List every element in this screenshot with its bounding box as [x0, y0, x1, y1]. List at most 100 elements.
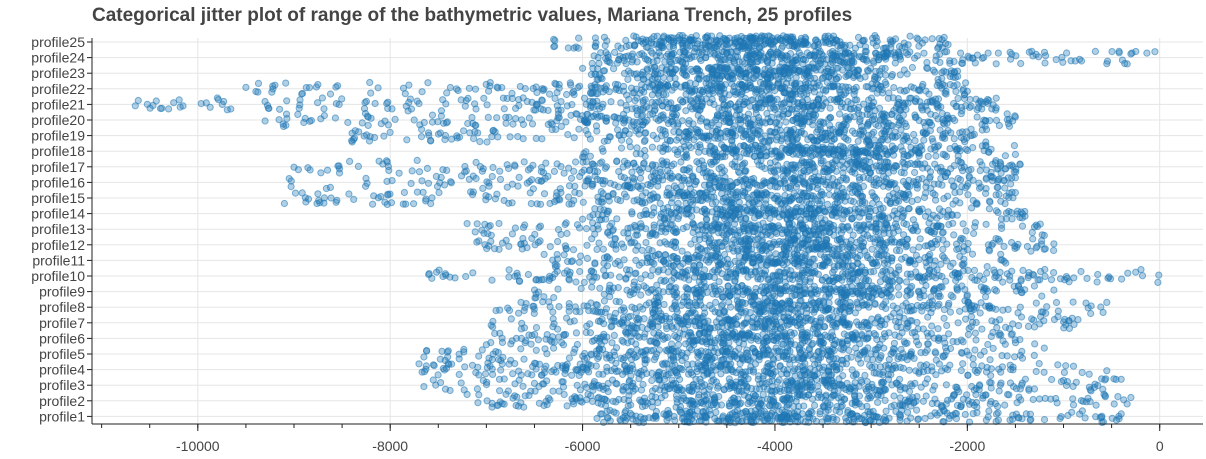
data-point-profile13 [495, 219, 503, 228]
data-point-profile14 [579, 215, 587, 223]
data-point-profile5 [581, 349, 589, 358]
data-point-profile10 [747, 271, 755, 279]
data-point-profile2 [826, 401, 834, 409]
data-point-profile14 [936, 212, 944, 220]
data-point-profile6 [959, 338, 967, 346]
data-point-profile13 [1038, 231, 1046, 239]
data-point-profile8 [668, 305, 676, 313]
data-point-profile11 [968, 250, 977, 258]
data-point-profile11 [591, 259, 599, 267]
data-point-profile10 [1056, 275, 1065, 283]
data-point-profile12 [632, 246, 640, 254]
data-point-profile9 [695, 288, 703, 297]
data-point-profile7 [940, 314, 948, 322]
data-point-profile10 [1047, 276, 1056, 284]
data-point-profile3 [613, 380, 621, 388]
data-point-profile13 [900, 219, 908, 227]
data-point-profile8 [776, 305, 784, 314]
data-point-profile4 [524, 370, 532, 378]
data-point-profile15 [280, 199, 288, 208]
data-point-profile13 [970, 229, 978, 238]
data-point-profile12 [745, 236, 753, 244]
data-point-profile10 [446, 273, 454, 281]
data-point-profile10 [764, 276, 772, 284]
data-point-profile15 [858, 199, 866, 208]
data-point-profile12 [916, 235, 924, 243]
data-point-profile10 [715, 278, 723, 286]
data-point-profile4 [1009, 366, 1017, 374]
data-point-profile15 [798, 196, 806, 204]
data-point-profile13 [930, 229, 938, 238]
data-point-profile10 [907, 273, 915, 281]
data-point-profile13 [950, 231, 958, 239]
data-point-profile12 [1050, 246, 1058, 255]
data-point-profile6 [999, 337, 1007, 345]
data-point-profile6 [817, 337, 825, 345]
data-point-profile1 [780, 411, 788, 419]
data-point-profile9 [540, 293, 548, 301]
data-point-profile6 [597, 340, 605, 349]
data-point-profile14 [755, 212, 763, 220]
data-point-profile9 [894, 283, 902, 291]
data-point-profile10 [572, 278, 580, 286]
data-point-profile2 [755, 403, 763, 411]
data-point-profile13 [971, 223, 979, 231]
data-point-profile9 [627, 288, 635, 296]
data-point-profile2 [546, 396, 554, 404]
data-point-profile9 [947, 291, 955, 299]
data-point-profile3 [700, 387, 708, 395]
data-point-profile14 [640, 211, 648, 219]
data-point-profile4 [938, 367, 946, 375]
data-point-profile3 [714, 384, 722, 392]
data-point-profile12 [475, 237, 483, 245]
data-point-profile13 [860, 222, 868, 230]
data-point-profile6 [949, 338, 957, 346]
data-point-profile5 [693, 348, 701, 356]
data-point-profile2 [896, 394, 904, 402]
data-point-profile4 [861, 371, 869, 379]
data-point-profile3 [543, 377, 551, 385]
data-point-profile5 [565, 354, 574, 362]
data-point-profile4 [776, 362, 784, 371]
data-point-profile3 [664, 385, 673, 393]
data-point-profile12 [718, 242, 726, 250]
data-point-profile5 [728, 350, 736, 358]
data-point-profile6 [1031, 340, 1039, 348]
data-point-profile3 [559, 383, 568, 391]
data-point-profile11 [937, 260, 945, 268]
data-point-profile12 [562, 245, 570, 253]
data-point-profile15 [695, 189, 704, 197]
data-point-profile8 [565, 303, 573, 311]
data-point-profile7 [845, 323, 853, 331]
data-point-profile3 [637, 386, 646, 394]
data-point-profile6 [849, 333, 857, 341]
data-point-profile10 [1107, 275, 1115, 283]
data-point-profile5 [488, 355, 496, 364]
data-point-profile14 [865, 215, 873, 223]
data-point-profile5 [786, 347, 794, 355]
data-point-profile12 [678, 247, 686, 255]
data-point-profile10 [1025, 272, 1033, 280]
data-point-profile11 [888, 254, 896, 262]
data-point-profile8 [691, 309, 699, 317]
data-point-profile14 [814, 206, 823, 214]
data-point-profile12 [909, 246, 917, 254]
data-point-profile15 [620, 190, 629, 198]
data-point-profile7 [1050, 315, 1059, 324]
data-point-profile4 [825, 367, 833, 375]
data-point-profile6 [864, 334, 872, 342]
data-point-profile14 [712, 215, 720, 223]
data-point-profile9 [963, 292, 971, 300]
data-point-profile2 [711, 399, 719, 407]
data-point-profile15 [869, 199, 877, 207]
data-point-profile3 [942, 381, 951, 389]
data-point-profile12 [698, 245, 706, 253]
data-point-profile5 [769, 354, 777, 363]
data-point-profile3 [483, 378, 491, 386]
data-point-profile8 [986, 304, 994, 312]
data-point-profile10 [513, 272, 522, 280]
data-point-profile4 [559, 364, 567, 372]
data-point-profile4 [654, 372, 663, 380]
data-point-profile9 [751, 293, 759, 301]
data-point-profile7 [972, 318, 980, 327]
